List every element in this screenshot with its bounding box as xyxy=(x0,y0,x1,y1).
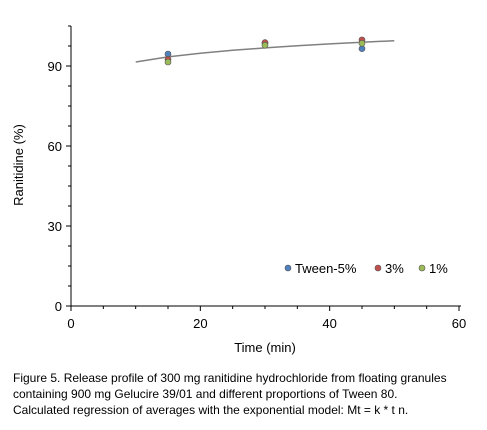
legend-label-3: 1% xyxy=(429,261,448,276)
x-tick-label: 0 xyxy=(67,316,74,331)
data-point-series-3 xyxy=(164,58,172,66)
y-axis-title: Ranitidine (%) xyxy=(11,124,26,206)
legend-label-1: Tween-5% xyxy=(295,261,357,276)
legend-marker-3 xyxy=(418,264,426,272)
x-tick-label: 20 xyxy=(193,316,207,331)
x-tick-label: 60 xyxy=(452,316,466,331)
caption-line-2: containing 900 mg Gelucire 39/01 and dif… xyxy=(13,387,398,401)
legend-marker-1 xyxy=(284,264,292,272)
y-tick-label: 0 xyxy=(55,299,62,314)
data-point-series-3 xyxy=(261,41,269,49)
caption-line-1: Figure 5. Release profile of 300 mg rani… xyxy=(13,371,447,385)
data-point-series-3 xyxy=(358,40,366,47)
y-tick-label: 90 xyxy=(48,59,62,74)
figure-caption: Figure 5. Release profile of 300 mg rani… xyxy=(13,370,483,418)
caption-line-3: Calculated regression of averages with t… xyxy=(13,403,409,417)
legend: Tween-5% 3% 1% xyxy=(284,261,448,276)
y-tick-label: 60 xyxy=(48,139,62,154)
legend-label-2: 3% xyxy=(385,261,404,276)
x-axis-title: Time (min) xyxy=(234,340,296,355)
x-tick-label: 40 xyxy=(322,316,336,331)
y-tick-label: 30 xyxy=(48,219,62,234)
legend-marker-2 xyxy=(374,264,382,272)
